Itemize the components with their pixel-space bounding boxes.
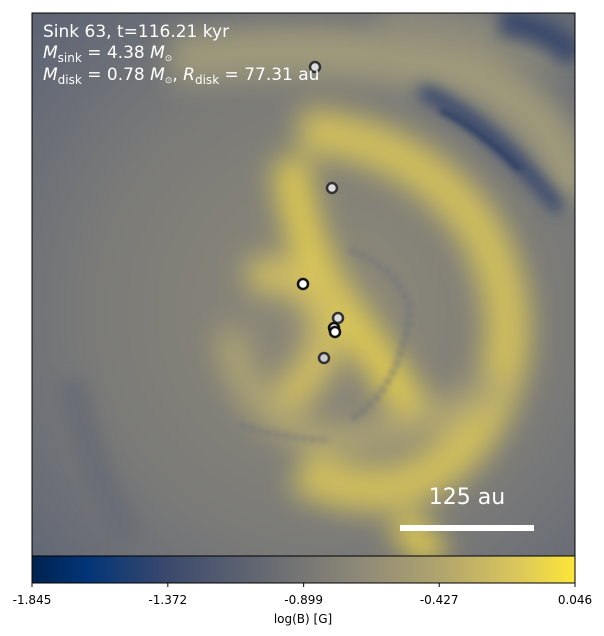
sink-marker (331, 311, 345, 325)
colorbar-gradient (31, 555, 576, 584)
annotation-text: Sink 63, t=116.21 kyr Msink = 4.38 M⊙ Md… (43, 22, 319, 87)
colorbar-tick-label: -1.372 (148, 593, 187, 607)
sink-marker (296, 277, 310, 291)
sink-marker (328, 325, 342, 339)
sink-marker (308, 60, 322, 74)
sink-marker (317, 351, 331, 365)
title-line: Sink 63, t=116.21 kyr (43, 22, 229, 42)
disk-line: Mdisk = 0.78 M⊙, Rdisk = 77.31 au (43, 65, 319, 87)
colorbar-label: log(B) [G] (274, 612, 332, 626)
colorbar-tick-label: -1.845 (13, 593, 52, 607)
sink-marker (325, 181, 339, 195)
sink-mass-line: Msink = 4.38 M⊙ (43, 43, 172, 65)
sink-markers (296, 60, 345, 365)
colorbar-tick-label: -0.427 (420, 593, 459, 607)
heatmap-image (32, 13, 575, 556)
scale-bar (400, 525, 534, 531)
scale-bar-label: 125 au (429, 485, 505, 510)
colorbar-tick-label: -0.899 (284, 593, 323, 607)
colorbar: -1.845 -1.372 -0.899 -0.427 0.046 log(B) [G] (13, 555, 592, 626)
colorbar-tick-label: 0.046 (558, 593, 592, 607)
